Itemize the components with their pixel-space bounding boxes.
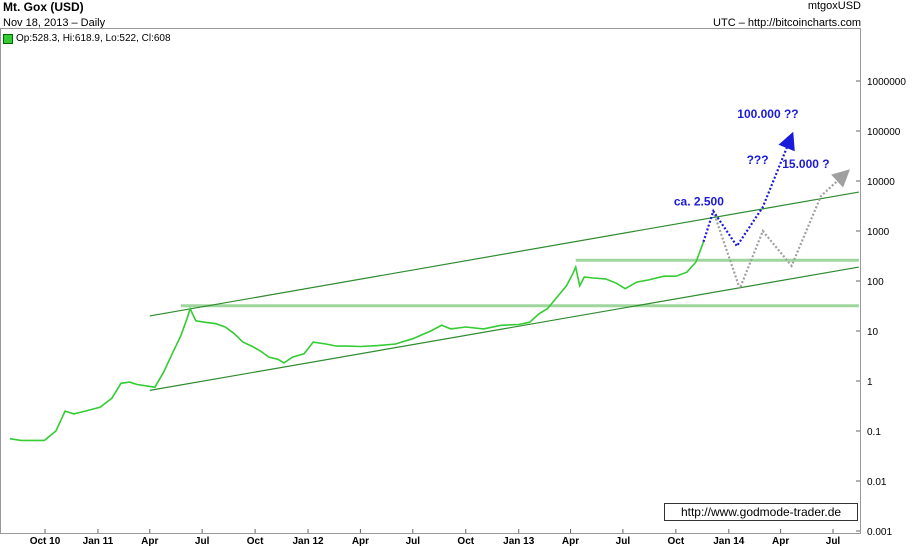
projection-blue-line bbox=[702, 131, 795, 249]
price-line bbox=[9, 241, 705, 442]
x-tick-label: Jan 14 bbox=[713, 536, 745, 546]
y-tick-label: 1000000 bbox=[867, 77, 906, 88]
ohlc-legend: Op:528.3, Hi:618.9, Lo:522, Cl:608 bbox=[3, 33, 171, 44]
x-tick-label: Jan 12 bbox=[292, 536, 324, 546]
x-tick-label: Jan 11 bbox=[83, 536, 114, 546]
source-label: UTC – http://bitcoincharts.com bbox=[713, 17, 861, 29]
y-tick-label: 1 bbox=[867, 377, 873, 388]
x-tick-label: Apr bbox=[772, 536, 789, 546]
channel-lower-line bbox=[149, 266, 860, 391]
channel-upper-line bbox=[149, 191, 860, 317]
symbol-label: mtgoxUSD bbox=[807, 0, 861, 12]
credit-text: http://www.godmode-trader.de bbox=[680, 505, 842, 519]
x-tick-label: Apr bbox=[352, 536, 369, 546]
annotation-label: ??? bbox=[747, 153, 769, 167]
x-tick-label: Jan 13 bbox=[503, 536, 535, 546]
y-tick-label: 100000 bbox=[867, 127, 901, 138]
x-tick-label: Jul bbox=[195, 536, 210, 546]
y-tick-label: 100 bbox=[867, 277, 884, 288]
projection-gray-line bbox=[712, 169, 851, 292]
x-tick-label: Oct 10 bbox=[30, 536, 61, 546]
y-tick-label: 10 bbox=[867, 327, 879, 338]
annotation-label: ca. 2.500 bbox=[674, 195, 724, 209]
x-tick-label: Jul bbox=[406, 536, 421, 546]
x-tick-label: Oct bbox=[247, 536, 264, 546]
y-tick-label: 0.1 bbox=[867, 427, 881, 438]
x-tick-label: Apr bbox=[141, 536, 158, 546]
annotation-label: 100.000 ?? bbox=[737, 107, 798, 121]
credit-box[interactable]: http://www.godmode-trader.de bbox=[664, 503, 858, 521]
y-tick-label: 0.001 bbox=[867, 527, 892, 538]
chart-title: Mt. Gox (USD) bbox=[3, 0, 84, 14]
x-tick-label: Apr bbox=[562, 536, 579, 546]
x-tick-label: Oct bbox=[457, 536, 474, 546]
chart-subtitle: Nov 18, 2013 – Daily bbox=[3, 17, 106, 29]
annotation-label: 15.000 ? bbox=[782, 157, 829, 171]
x-tick-label: Jul bbox=[616, 536, 631, 546]
y-tick-label: 10000 bbox=[867, 177, 895, 188]
legend-swatch bbox=[3, 33, 13, 44]
x-tick-label: Jul bbox=[826, 536, 841, 546]
y-tick-label: 1000 bbox=[867, 227, 890, 238]
x-tick-label: Oct bbox=[668, 536, 685, 546]
ohlc-text: Op:528.3, Hi:618.9, Lo:522, Cl:608 bbox=[16, 33, 171, 44]
plot-frame bbox=[0, 28, 861, 534]
y-tick-label: 0.01 bbox=[867, 477, 887, 488]
